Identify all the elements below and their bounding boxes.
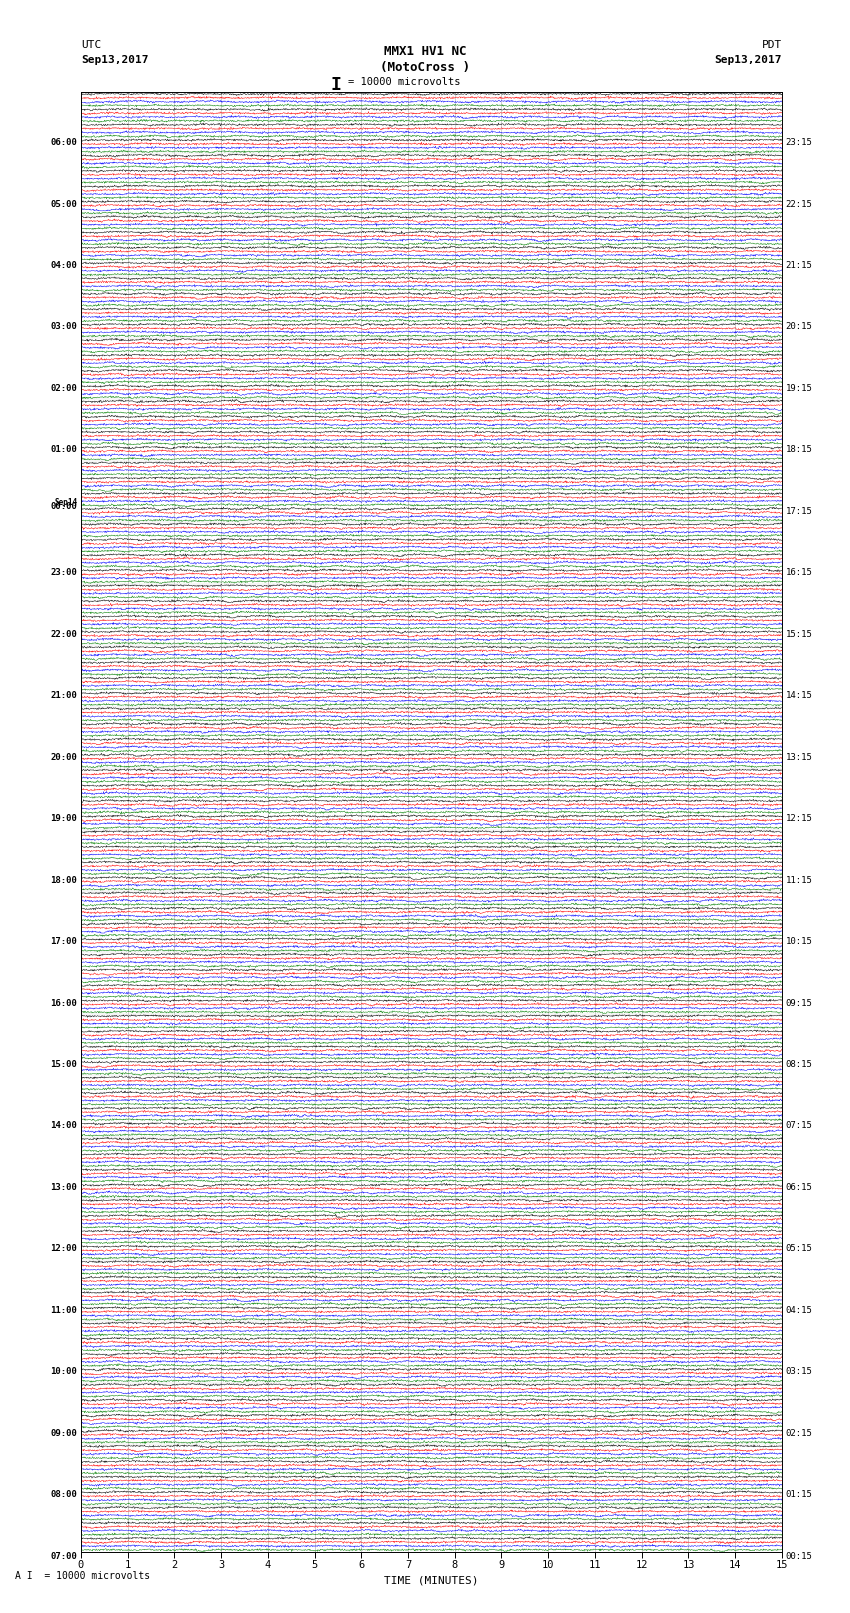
Text: 12:00: 12:00 xyxy=(50,1244,77,1253)
Text: 11:00: 11:00 xyxy=(50,1307,77,1315)
Text: 15:15: 15:15 xyxy=(785,629,813,639)
Text: 10:00: 10:00 xyxy=(50,1368,77,1376)
Text: 14:15: 14:15 xyxy=(785,692,813,700)
Text: (MotoCross ): (MotoCross ) xyxy=(380,61,470,74)
Text: 13:15: 13:15 xyxy=(785,753,813,761)
Text: 18:00: 18:00 xyxy=(50,876,77,884)
Text: 03:15: 03:15 xyxy=(785,1368,813,1376)
Text: 23:15: 23:15 xyxy=(785,139,813,147)
Text: 22:15: 22:15 xyxy=(785,200,813,208)
Text: 07:00: 07:00 xyxy=(50,1552,77,1561)
Text: 03:00: 03:00 xyxy=(50,323,77,331)
Text: 16:00: 16:00 xyxy=(50,998,77,1008)
Text: 17:00: 17:00 xyxy=(50,937,77,947)
Text: 05:15: 05:15 xyxy=(785,1244,813,1253)
Text: 21:15: 21:15 xyxy=(785,261,813,269)
Text: 17:15: 17:15 xyxy=(785,506,813,516)
Text: Sep13,2017: Sep13,2017 xyxy=(715,55,782,65)
Text: 04:00: 04:00 xyxy=(50,261,77,269)
Text: 21:00: 21:00 xyxy=(50,692,77,700)
Text: 09:15: 09:15 xyxy=(785,998,813,1008)
Text: 01:00: 01:00 xyxy=(50,445,77,455)
Text: 06:15: 06:15 xyxy=(785,1182,813,1192)
Text: 08:00: 08:00 xyxy=(50,1490,77,1498)
Text: MMX1 HV1 NC: MMX1 HV1 NC xyxy=(383,45,467,58)
Text: Sep14: Sep14 xyxy=(54,498,77,506)
X-axis label: TIME (MINUTES): TIME (MINUTES) xyxy=(384,1576,479,1586)
Text: 01:15: 01:15 xyxy=(785,1490,813,1498)
Text: 22:00: 22:00 xyxy=(50,629,77,639)
Text: 13:00: 13:00 xyxy=(50,1182,77,1192)
Text: 05:00: 05:00 xyxy=(50,200,77,208)
Text: 00:15: 00:15 xyxy=(785,1552,813,1561)
Text: I: I xyxy=(331,76,341,94)
Text: 08:15: 08:15 xyxy=(785,1060,813,1069)
Text: 19:00: 19:00 xyxy=(50,815,77,823)
Text: 07:15: 07:15 xyxy=(785,1121,813,1131)
Text: 12:15: 12:15 xyxy=(785,815,813,823)
Text: 00:00: 00:00 xyxy=(50,502,77,511)
Text: = 10000 microvolts: = 10000 microvolts xyxy=(348,77,461,87)
Text: 02:00: 02:00 xyxy=(50,384,77,394)
Text: 06:00: 06:00 xyxy=(50,139,77,147)
Text: 10:15: 10:15 xyxy=(785,937,813,947)
Text: 20:15: 20:15 xyxy=(785,323,813,331)
Text: 02:15: 02:15 xyxy=(785,1429,813,1437)
Text: Sep13,2017: Sep13,2017 xyxy=(81,55,148,65)
Text: 18:15: 18:15 xyxy=(785,445,813,455)
Text: 19:15: 19:15 xyxy=(785,384,813,394)
Text: UTC: UTC xyxy=(81,40,101,50)
Text: 04:15: 04:15 xyxy=(785,1307,813,1315)
Text: 23:00: 23:00 xyxy=(50,568,77,577)
Text: PDT: PDT xyxy=(762,40,782,50)
Text: 14:00: 14:00 xyxy=(50,1121,77,1131)
Text: 09:00: 09:00 xyxy=(50,1429,77,1437)
Text: 20:00: 20:00 xyxy=(50,753,77,761)
Text: 16:15: 16:15 xyxy=(785,568,813,577)
Text: 11:15: 11:15 xyxy=(785,876,813,884)
Text: 15:00: 15:00 xyxy=(50,1060,77,1069)
Text: A I  = 10000 microvolts: A I = 10000 microvolts xyxy=(15,1571,150,1581)
